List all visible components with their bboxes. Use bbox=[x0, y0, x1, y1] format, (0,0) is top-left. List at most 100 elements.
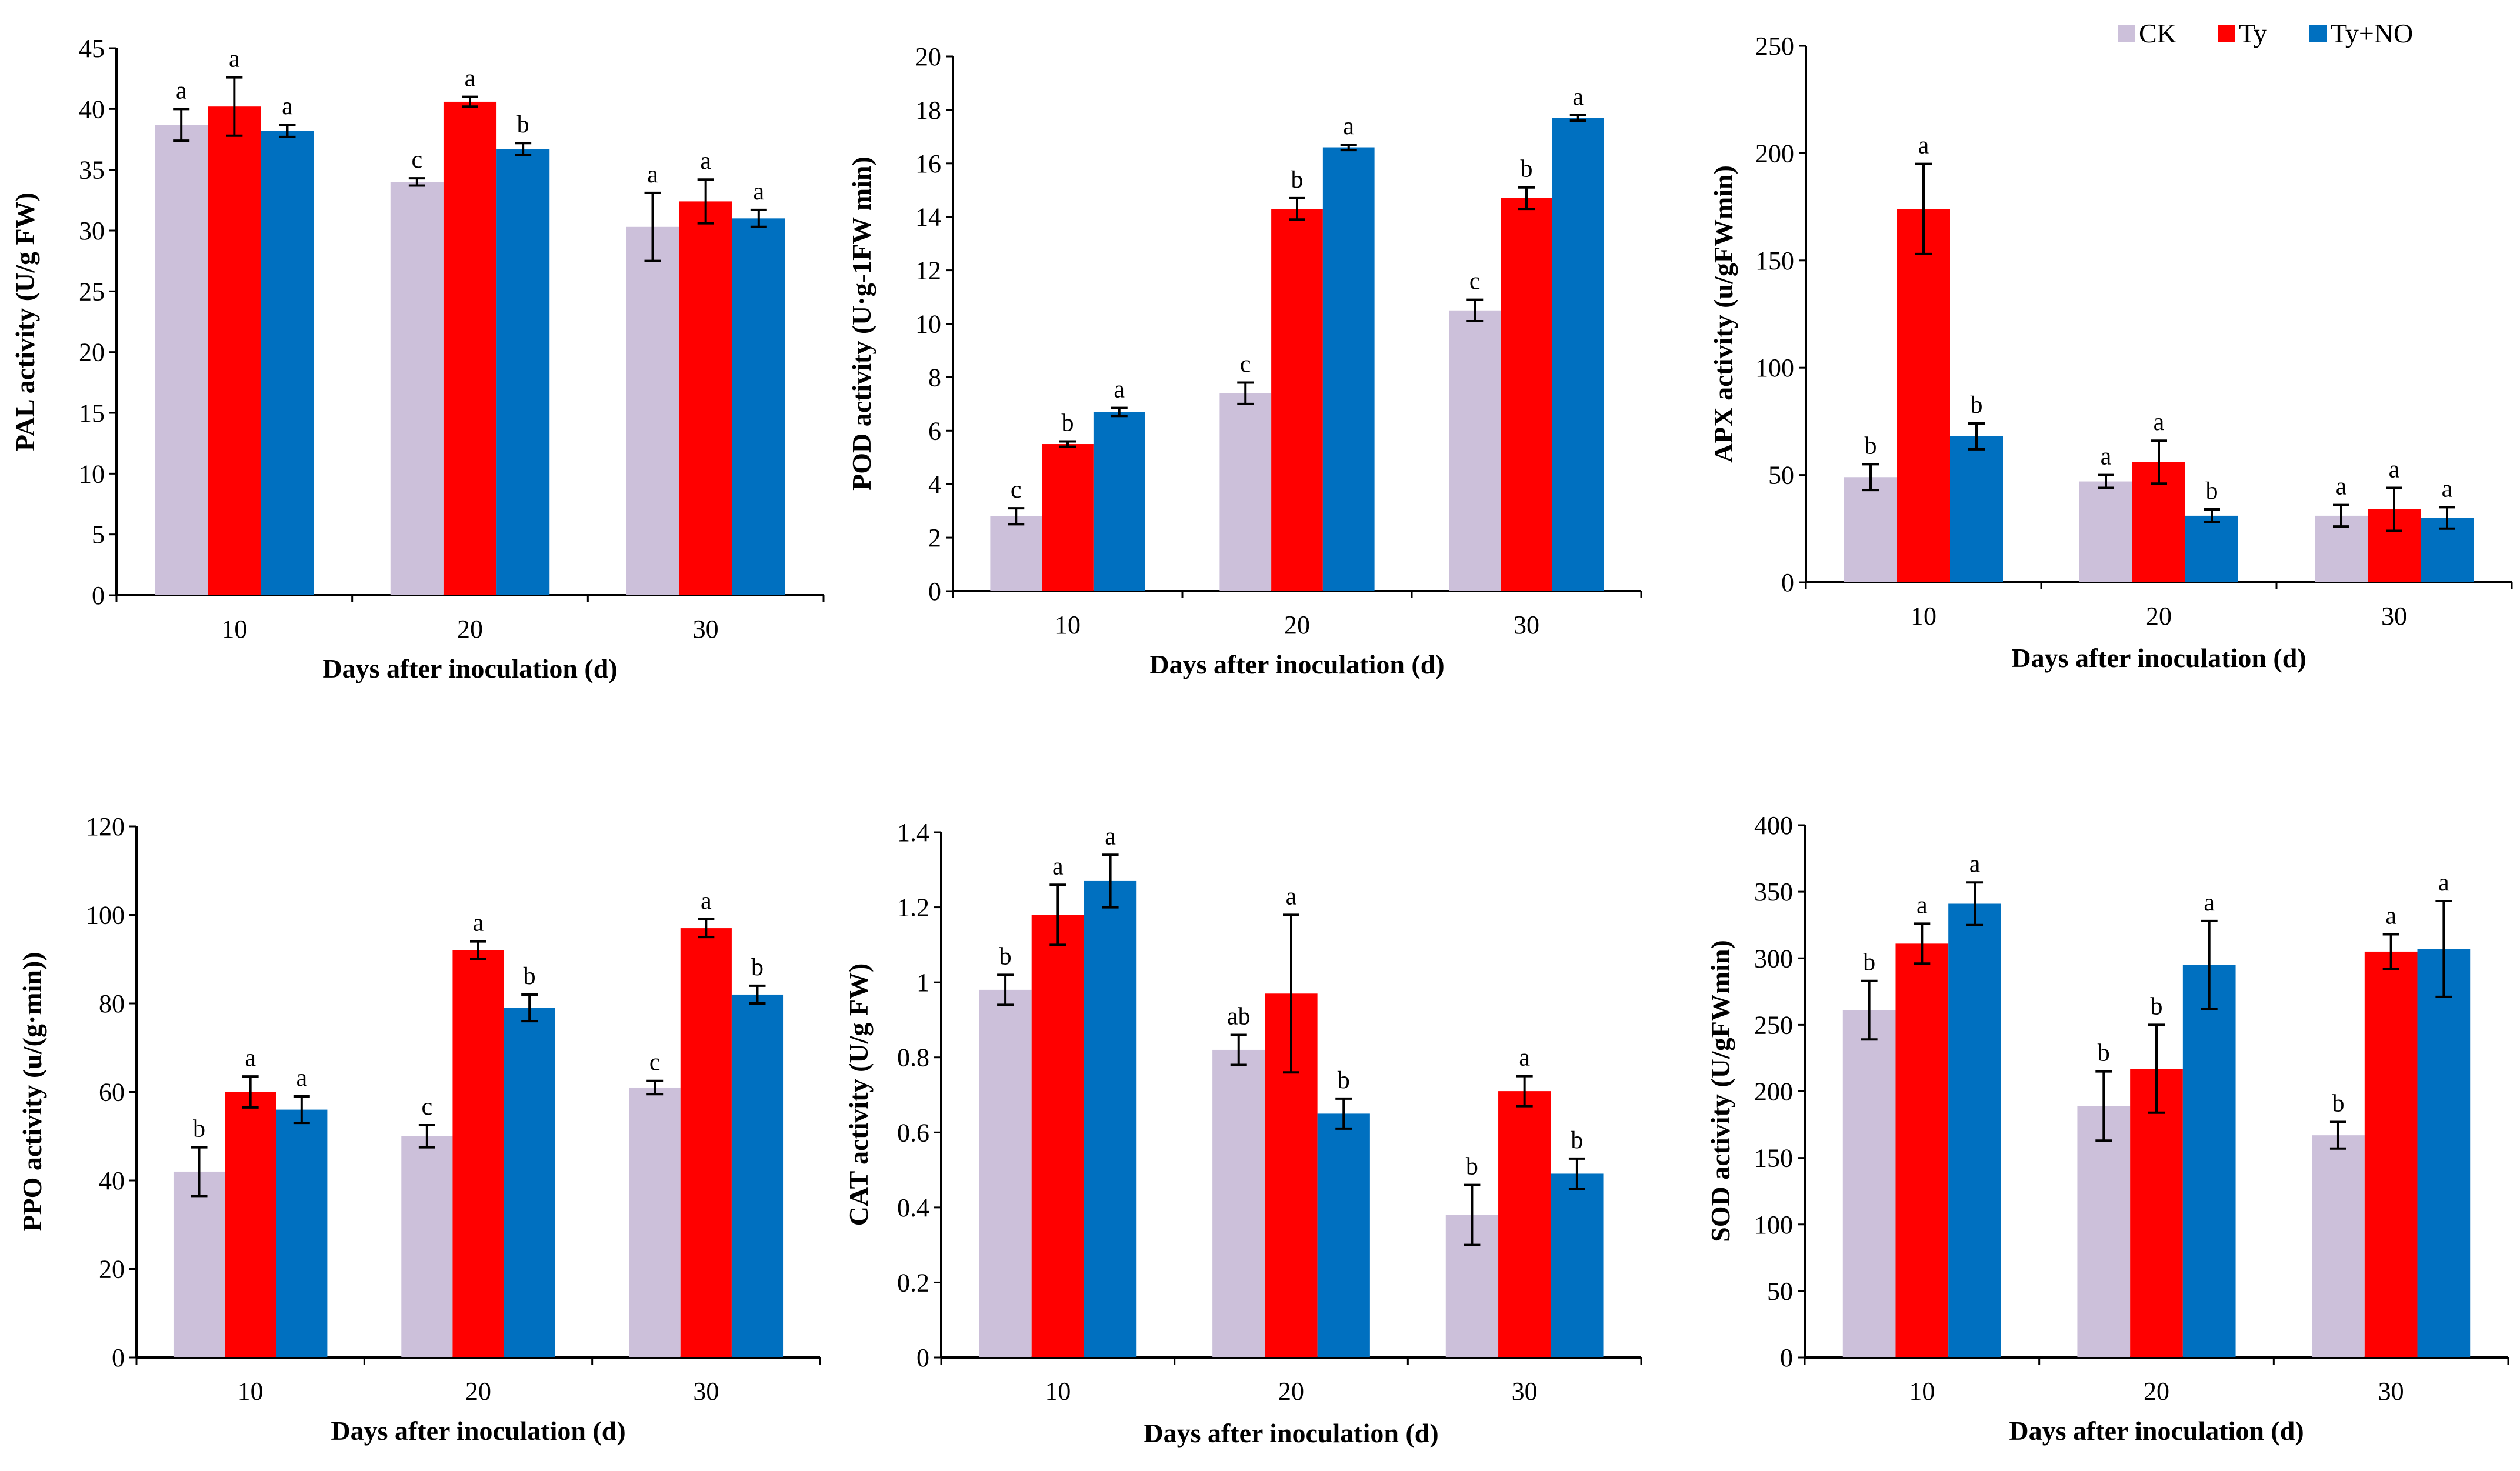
y-tick-label: 80 bbox=[99, 989, 125, 1018]
y-tick-label: 1.2 bbox=[897, 893, 929, 922]
y-tick-label: 250 bbox=[1754, 1010, 1793, 1039]
y-tick-label: 35 bbox=[79, 156, 105, 185]
y-tick-label: 0 bbox=[1781, 568, 1794, 597]
bar-ck-10 bbox=[155, 125, 208, 595]
significance-letter: b bbox=[2332, 1090, 2344, 1118]
bar-ty-20 bbox=[443, 101, 497, 595]
x-tick-label: 20 bbox=[1278, 1377, 1304, 1406]
x-tick-label: 30 bbox=[693, 615, 719, 643]
y-tick-label: 40 bbox=[99, 1166, 125, 1195]
y-tick-label: 18 bbox=[915, 96, 941, 125]
bar-ck-30 bbox=[626, 226, 679, 595]
bar-ty-no-20 bbox=[1317, 1113, 1370, 1357]
y-tick-label: 8 bbox=[928, 363, 941, 392]
y-tick-label: 14 bbox=[915, 203, 941, 232]
significance-letter: c bbox=[1011, 476, 1022, 503]
bar-ty-10 bbox=[225, 1092, 276, 1357]
significance-letter: a bbox=[1105, 823, 1116, 850]
legend-label-ck: CK bbox=[2139, 18, 2176, 48]
significance-letter: b bbox=[1521, 156, 1533, 183]
significance-letter: b bbox=[1291, 166, 1304, 194]
significance-letter: a bbox=[296, 1065, 307, 1092]
y-axis-title: POD activity (U·g-1FW min) bbox=[846, 156, 876, 491]
bar-ty-10 bbox=[208, 106, 261, 595]
bar-ck-30 bbox=[1449, 310, 1501, 591]
bar-ty-no-10 bbox=[276, 1109, 328, 1357]
bar-ty-no-20 bbox=[504, 1008, 555, 1357]
y-tick-label: 100 bbox=[1754, 1210, 1793, 1239]
y-tick-label: 10 bbox=[915, 310, 941, 339]
y-tick-label: 250 bbox=[1755, 32, 1794, 61]
significance-letter: a bbox=[2101, 443, 2112, 471]
legend-swatch-ty bbox=[2218, 25, 2235, 42]
x-axis-title: Days after inoculation (d) bbox=[1144, 1418, 1438, 1448]
x-axis-title: Days after inoculation (d) bbox=[322, 653, 617, 683]
bar-ty-no-20 bbox=[1322, 147, 1375, 591]
y-tick-label: 0.4 bbox=[897, 1193, 929, 1222]
y-tick-label: 15 bbox=[79, 399, 105, 428]
bar-ck-10 bbox=[1844, 477, 1897, 582]
y-tick-label: 4 bbox=[928, 470, 941, 499]
bar-ck-20 bbox=[2077, 1106, 2131, 1357]
significance-letter: a bbox=[1114, 376, 1125, 403]
y-tick-label: 200 bbox=[1755, 139, 1794, 168]
bar-ty-30 bbox=[1501, 198, 1552, 591]
y-tick-label: 400 bbox=[1754, 811, 1793, 840]
y-tick-label: 40 bbox=[79, 95, 105, 124]
y-tick-label: 50 bbox=[1767, 1277, 1793, 1306]
bar-ty-20 bbox=[1271, 209, 1323, 591]
significance-letter: b bbox=[2151, 993, 2163, 1020]
significance-letter: b bbox=[1865, 432, 1877, 459]
significance-letter: a bbox=[1969, 850, 1981, 878]
y-tick-label: 100 bbox=[1755, 353, 1794, 382]
significance-letter: a bbox=[753, 178, 764, 205]
chart-pal: 0 5 10 15 20 25 30 35 40 45 10 a a a 20 c a b 30 a a a Days af… bbox=[10, 34, 825, 683]
x-tick-label: 20 bbox=[1284, 611, 1310, 639]
y-tick-label: 150 bbox=[1754, 1144, 1793, 1173]
significance-letter: a bbox=[2204, 889, 2215, 916]
y-tick-label: 25 bbox=[79, 277, 105, 306]
bar-ty-no-10 bbox=[1948, 903, 2001, 1357]
y-tick-label: 45 bbox=[79, 34, 105, 63]
x-axis-title: Days after inoculation (d) bbox=[2011, 643, 2306, 673]
bar-ck-20 bbox=[2079, 481, 2132, 582]
bar-ty-20 bbox=[2130, 1069, 2183, 1357]
significance-letter: a bbox=[1343, 113, 1354, 140]
y-tick-label: 1 bbox=[916, 968, 929, 997]
y-axis-title: CAT activity (U/g FW) bbox=[844, 963, 874, 1226]
significance-letter: b bbox=[2206, 478, 2218, 505]
y-tick-label: 0 bbox=[916, 1343, 929, 1372]
bar-ty-no-10 bbox=[261, 131, 314, 596]
bar-ty-no-20 bbox=[2185, 515, 2238, 582]
significance-letter: b bbox=[1863, 949, 1875, 976]
x-tick-label: 30 bbox=[1512, 1377, 1538, 1406]
significance-letter: b bbox=[751, 954, 764, 981]
bar-ty-30 bbox=[679, 201, 732, 595]
bar-ck-20 bbox=[1219, 393, 1272, 591]
chart-cat: 00.20.40.60.811.21.410baa20abab30babDays… bbox=[844, 818, 1642, 1448]
x-tick-label: 10 bbox=[1055, 611, 1081, 639]
bar-ck-10 bbox=[173, 1171, 225, 1357]
significance-letter: b bbox=[1971, 392, 1983, 419]
x-tick-label: 30 bbox=[2378, 1377, 2404, 1406]
significance-letter: b bbox=[193, 1116, 205, 1143]
significance-letter: a bbox=[1572, 84, 1584, 111]
y-tick-label: 5 bbox=[92, 521, 105, 549]
y-tick-label: 0 bbox=[928, 577, 941, 606]
significance-letter: b bbox=[1062, 409, 1074, 436]
significance-letter: a bbox=[1286, 883, 1297, 910]
bar-ty-no-30 bbox=[732, 218, 785, 595]
significance-letter: a bbox=[176, 77, 187, 104]
significance-letter: b bbox=[999, 943, 1012, 970]
y-tick-label: 6 bbox=[928, 416, 941, 445]
bar-ty-no-30 bbox=[1551, 1173, 1604, 1357]
significance-letter: b bbox=[2098, 1040, 2110, 1067]
significance-letter: a bbox=[1052, 853, 1064, 880]
y-tick-label: 0.6 bbox=[897, 1118, 929, 1147]
significance-letter: ab bbox=[1227, 1003, 1251, 1030]
y-tick-label: 150 bbox=[1755, 246, 1794, 275]
bar-ck-20 bbox=[1212, 1049, 1265, 1357]
legend-swatch-ty-no bbox=[2309, 25, 2327, 42]
y-tick-label: 0 bbox=[112, 1343, 125, 1372]
